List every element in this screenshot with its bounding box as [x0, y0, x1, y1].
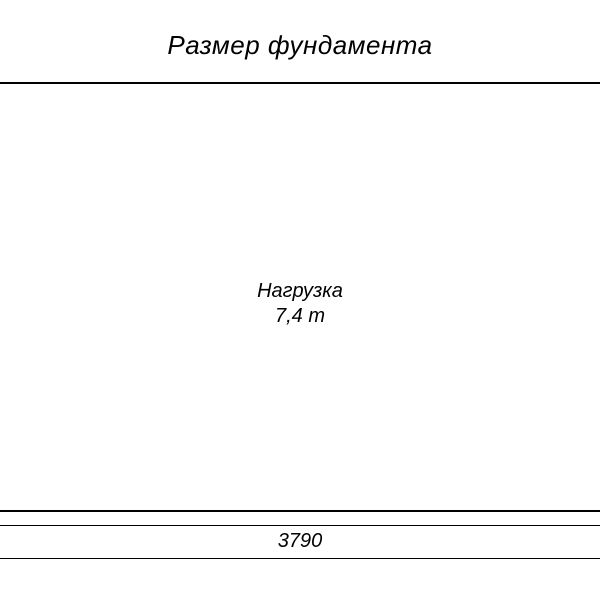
dimension-line-top	[0, 525, 600, 526]
dimension-value: 3790	[0, 530, 600, 553]
foundation-rect-top	[0, 82, 600, 84]
load-block: Нагрузка 7,4 т	[0, 280, 600, 328]
dimension-line-bottom	[0, 558, 600, 559]
foundation-rect-bottom	[0, 510, 600, 512]
load-value: 7,4 т	[0, 305, 600, 328]
diagram-title: Размер фундамента	[0, 30, 600, 61]
load-label: Нагрузка	[0, 280, 600, 303]
